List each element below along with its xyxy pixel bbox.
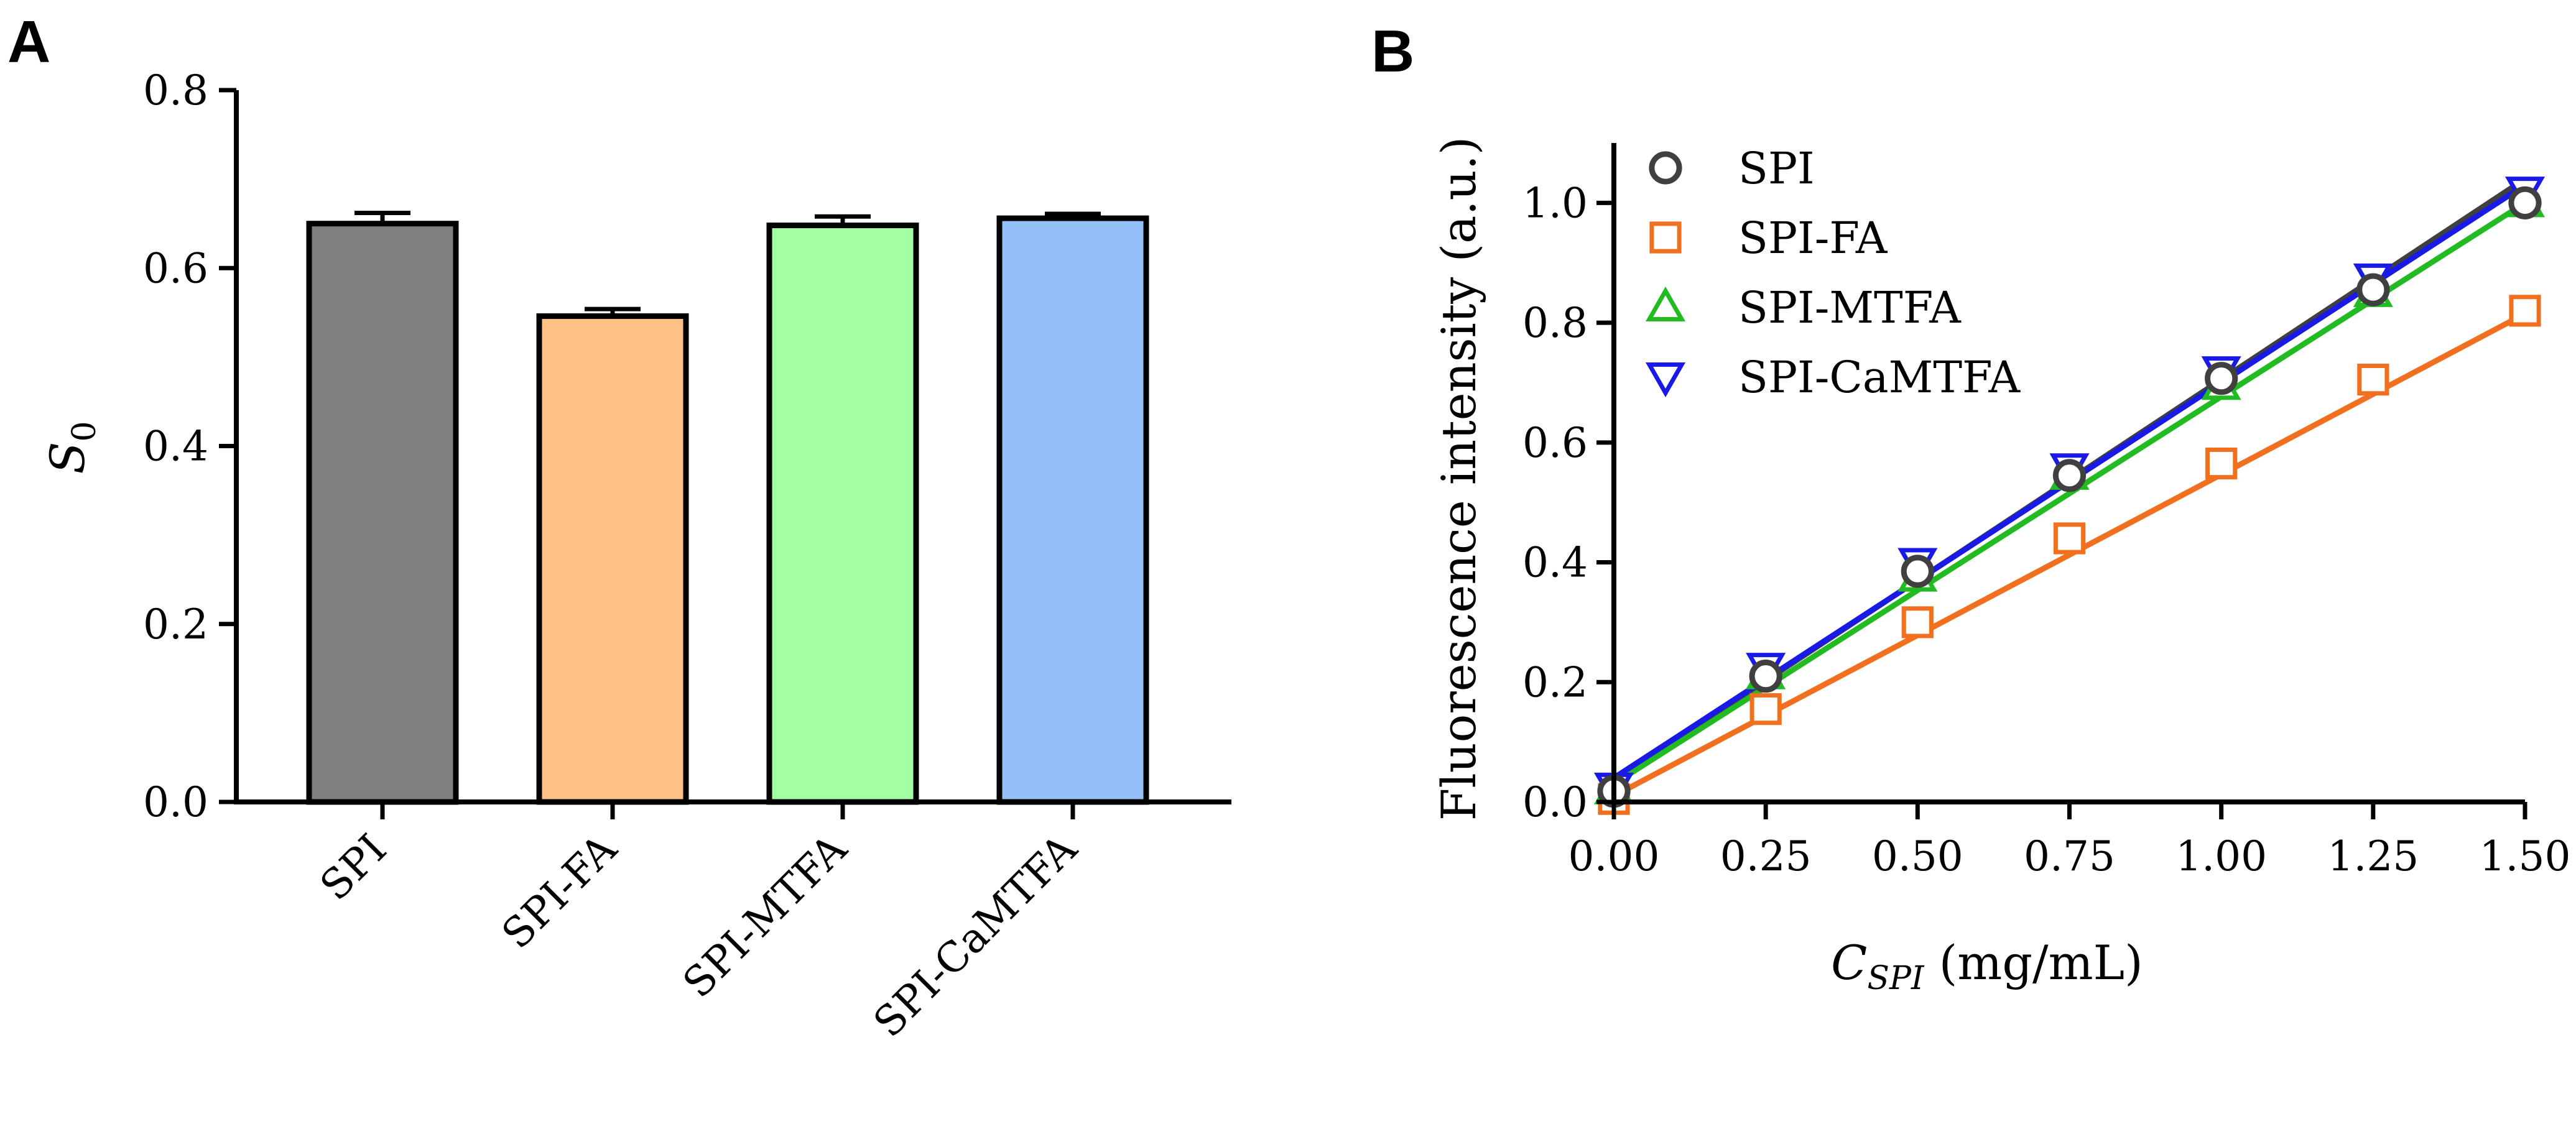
y-axis-label-a: S0 [40, 421, 103, 474]
x-category-label: SPI-FA [493, 824, 626, 958]
marker-square [1649, 221, 1682, 254]
y-label-subscript: 0 [66, 421, 103, 441]
line-chart-panel-b: 0.0 0.2 0.4 0.6 0.8 1.0 0.00 0.25 0.50 0.75 1.00 1… [1431, 137, 2570, 997]
bar-chart-panel-a: 0.0 0.2 0.4 0.6 0.8 SPI SPI-FA SPI-MTFA SPI-CaM… [40, 67, 1231, 1046]
x-category-label: SPI-MTFA [674, 824, 856, 1007]
marker-square [1749, 693, 1782, 725]
panel-a-letter: A [7, 9, 50, 75]
marker-square [2509, 295, 2541, 327]
bar [536, 313, 689, 805]
x-label-main: C [1831, 935, 1867, 990]
panel-b-letter: B [1371, 18, 1414, 85]
marker-circle [2205, 362, 2238, 395]
legend: SPI SPI-FA SPI-MTFA SPI-CaMTFA [1645, 143, 2021, 403]
y-tick-label: 0.0 [143, 778, 208, 826]
legend-label: SPI-MTFA [1738, 282, 1962, 333]
y-axis-ticks-b: 0.0 0.2 0.4 0.6 0.8 1.0 [1522, 179, 1614, 826]
y-tick-label: 0.2 [143, 601, 208, 648]
y-tick-label: 0.4 [143, 423, 208, 471]
marker-circle [1649, 151, 1682, 185]
marker-square [2357, 364, 2389, 396]
y-tick-label: 1.0 [1522, 179, 1588, 227]
y-tick-label: 0.0 [1522, 778, 1588, 826]
x-tick-label: 1.50 [2480, 832, 2571, 880]
x-tick-label: 0.25 [1720, 832, 1812, 880]
y-tick-label: 0.2 [1522, 658, 1588, 706]
x-category-labels: SPI SPI-FA SPI-MTFA SPI-CaMTFA [311, 802, 1086, 1046]
y-axis-ticks-a: 0.0 0.2 0.4 0.6 0.8 [143, 67, 236, 826]
y-tick-label: 0.6 [143, 244, 208, 292]
x-tick-label: 1.25 [2327, 832, 2419, 880]
marker-circle [2508, 186, 2542, 219]
y-tick-label: 0.8 [1522, 299, 1588, 347]
data-markers [1593, 177, 2546, 815]
legend-label: SPI [1738, 143, 1815, 194]
x-tick-label: 0.50 [1872, 832, 1963, 880]
y-axis-label-b: Fluorescence intensity (a.u.) [1431, 137, 1486, 821]
x-label-unit: (mg/mL) [1924, 935, 2143, 990]
x-label-subscript: SPI [1867, 960, 1925, 997]
marker-circle [2052, 459, 2087, 492]
bar [306, 221, 459, 805]
marker-square [2205, 447, 2238, 480]
y-tick-label: 0.4 [1522, 539, 1588, 587]
marker-circle [2356, 273, 2390, 306]
x-tick-label: 0.00 [1568, 832, 1660, 880]
marker-triangle-down [1645, 362, 1686, 398]
x-category-label: SPI-CaMTFA [864, 824, 1086, 1046]
marker-triangle-up [1645, 286, 1686, 321]
x-axis-ticks-b: 0.00 0.25 0.50 0.75 1.00 1.25 1.50 [1568, 802, 2571, 880]
x-tick-label: 0.75 [2024, 832, 2115, 880]
legend-label: SPI-FA [1738, 213, 1888, 264]
marker-square [2053, 522, 2086, 555]
y-tick-label: 0.6 [1522, 419, 1588, 467]
y-tick-label: 0.8 [143, 67, 208, 114]
marker-square [1901, 606, 1934, 638]
legend-label: SPI-CaMTFA [1738, 352, 2021, 403]
bar [766, 223, 919, 805]
x-tick-label: 1.00 [2175, 832, 2267, 880]
axes-a [234, 90, 1231, 804]
marker-circle [1901, 555, 1934, 588]
bar-series [306, 211, 1149, 805]
marker-circle [1749, 660, 1782, 693]
bar [996, 215, 1149, 805]
x-category-label: SPI [311, 825, 396, 909]
x-axis-label-b: CSPI (mg/mL) [1831, 935, 2143, 997]
y-label-main: S [40, 442, 95, 474]
